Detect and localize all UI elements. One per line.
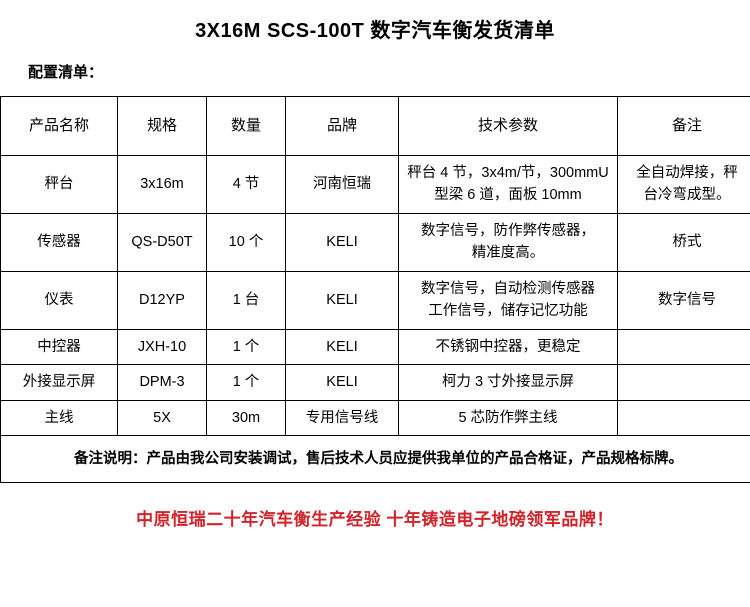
subtitle-label: 配置清单： — [28, 61, 750, 82]
table-row: 主线 5X 30m 专用信号线 5 芯防作弊主线 — [1, 400, 750, 435]
cell-spec: JXH-10 — [118, 329, 207, 364]
document-page: 3X16M SCS-100T 数字汽车衡发货清单 配置清单： 产品名称 规格 数… — [0, 14, 750, 607]
cell-remark: 数字信号 — [618, 271, 750, 329]
cell-brand: KELI — [286, 365, 399, 400]
cell-tech-line: 秤台 4 节，3x4m/节，300mmU — [402, 162, 614, 184]
cell-remark-line: 全自动焊接，秤 — [621, 162, 750, 184]
cell-brand: 专用信号线 — [286, 400, 399, 435]
cell-product-name: 主线 — [1, 400, 118, 435]
cell-tech: 秤台 4 节，3x4m/节，300mmU 型梁 6 道，面板 10mm — [399, 156, 618, 214]
table-note: 备注说明：产品由我公司安装调试，售后技术人员应提供我单位的产品合格证，产品规格标… — [1, 436, 750, 483]
cell-remark: 桥式 — [618, 213, 750, 271]
cell-tech: 数字信号，自动检测传感器 工作信号，储存记忆功能 — [399, 271, 618, 329]
table-row: 秤台 3x16m 4 节 河南恒瑞 秤台 4 节，3x4m/节，300mmU 型… — [1, 156, 750, 214]
cell-remark: 全自动焊接，秤 台冷弯成型。 — [618, 156, 750, 214]
cell-qty: 1 个 — [207, 329, 286, 364]
cell-tech: 5 芯防作弊主线 — [399, 400, 618, 435]
table-note-row: 备注说明：产品由我公司安装调试，售后技术人员应提供我单位的产品合格证，产品规格标… — [1, 436, 750, 483]
cell-qty: 1 台 — [207, 271, 286, 329]
cell-product-name: 中控器 — [1, 329, 118, 364]
column-header-name: 产品名称 — [1, 97, 118, 156]
cell-product-name: 秤台 — [1, 156, 118, 214]
cell-qty: 1 个 — [207, 365, 286, 400]
cell-tech-line: 型梁 6 道，面板 10mm — [402, 184, 614, 206]
cell-qty: 30m — [207, 400, 286, 435]
cell-qty: 4 节 — [207, 156, 286, 214]
cell-spec: QS-D50T — [118, 213, 207, 271]
cell-tech: 不锈钢中控器，更稳定 — [399, 329, 618, 364]
cell-product-name: 仪表 — [1, 271, 118, 329]
cell-spec: D12YP — [118, 271, 207, 329]
spec-table: 产品名称 规格 数量 品牌 技术参数 备注 秤台 3x16m 4 节 河南恒瑞 … — [0, 96, 750, 483]
cell-qty: 10 个 — [207, 213, 286, 271]
cell-tech-line: 工作信号，储存记忆功能 — [402, 300, 614, 322]
cell-brand: KELI — [286, 271, 399, 329]
cell-remark — [618, 329, 750, 364]
cell-spec: 3x16m — [118, 156, 207, 214]
cell-product-name: 传感器 — [1, 213, 118, 271]
table-row: 仪表 D12YP 1 台 KELI 数字信号，自动检测传感器 工作信号，储存记忆… — [1, 271, 750, 329]
cell-spec: DPM-3 — [118, 365, 207, 400]
cell-tech-line: 精准度高。 — [402, 242, 614, 264]
cell-brand: KELI — [286, 329, 399, 364]
cell-remark-line: 台冷弯成型。 — [621, 184, 750, 206]
table-row: 传感器 QS-D50T 10 个 KELI 数字信号，防作弊传感器， 精准度高。… — [1, 213, 750, 271]
column-header-tech: 技术参数 — [399, 97, 618, 156]
cell-remark — [618, 400, 750, 435]
cell-tech-line: 数字信号，自动检测传感器 — [402, 278, 614, 300]
cell-tech: 数字信号，防作弊传感器， 精准度高。 — [399, 213, 618, 271]
cell-remark — [618, 365, 750, 400]
footer-slogan: 中原恒瑞二十年汽车衡生产经验 十年铸造电子地磅领军品牌！ — [0, 505, 750, 530]
table-row: 中控器 JXH-10 1 个 KELI 不锈钢中控器，更稳定 — [1, 329, 750, 364]
cell-product-name: 外接显示屏 — [1, 365, 118, 400]
table-header-row: 产品名称 规格 数量 品牌 技术参数 备注 — [1, 97, 750, 156]
column-header-spec: 规格 — [118, 97, 207, 156]
table-row: 外接显示屏 DPM-3 1 个 KELI 柯力 3 寸外接显示屏 — [1, 365, 750, 400]
page-title: 3X16M SCS-100T 数字汽车衡发货清单 — [0, 14, 750, 43]
column-header-remark: 备注 — [618, 97, 750, 156]
cell-brand: KELI — [286, 213, 399, 271]
cell-spec: 5X — [118, 400, 207, 435]
cell-brand: 河南恒瑞 — [286, 156, 399, 214]
column-header-qty: 数量 — [207, 97, 286, 156]
cell-tech: 柯力 3 寸外接显示屏 — [399, 365, 618, 400]
column-header-brand: 品牌 — [286, 97, 399, 156]
cell-tech-line: 数字信号，防作弊传感器， — [402, 220, 614, 242]
